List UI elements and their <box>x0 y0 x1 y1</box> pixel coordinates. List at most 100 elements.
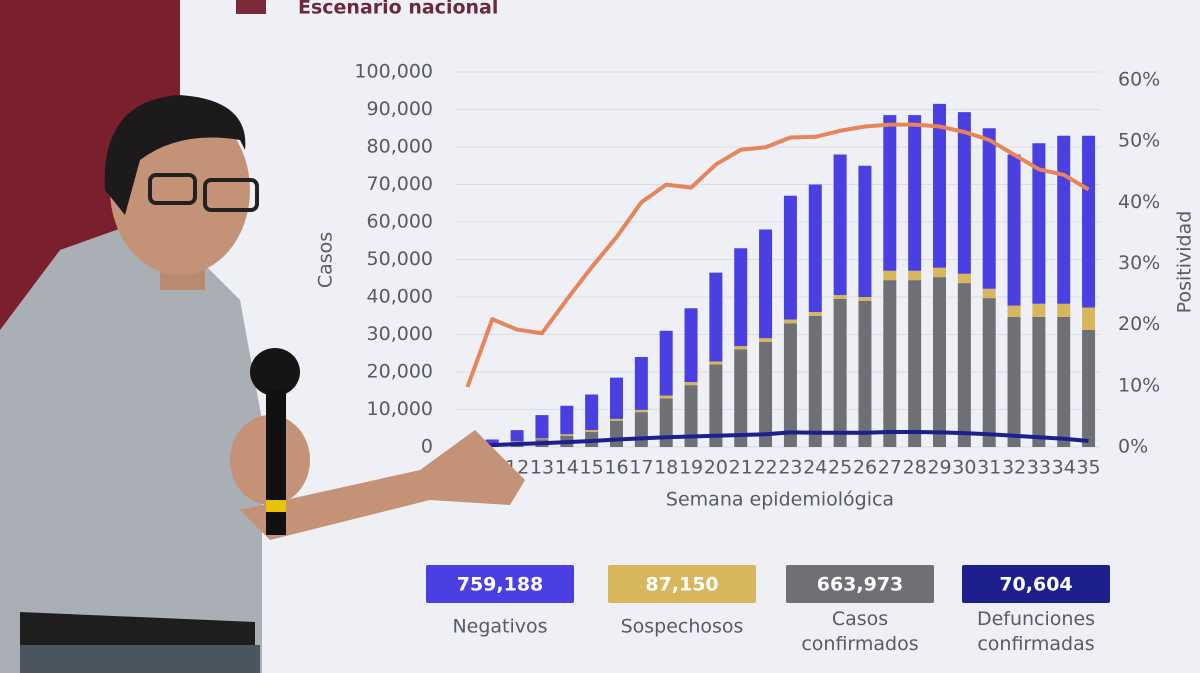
x-tick-label: 16 <box>604 457 628 479</box>
bar-segment <box>933 103 946 268</box>
x-tick-label: 23 <box>778 457 802 479</box>
summary: 759,188 Negativos 87,150 Sospechosos 663,973… <box>426 565 1110 655</box>
microphone-handle <box>266 390 286 535</box>
bar-segment <box>1057 303 1071 317</box>
bar-segment <box>1007 316 1021 447</box>
bar-segment <box>833 154 847 296</box>
bar-segment <box>659 330 673 396</box>
bar-segment <box>1057 316 1071 447</box>
bar-segment <box>808 315 822 447</box>
bar-segment <box>560 434 574 436</box>
bar-segment <box>1007 305 1021 317</box>
y2-tick-label: 0% <box>1118 436 1148 458</box>
x-tick-label: 18 <box>654 457 678 479</box>
summary-value: 663,973 <box>817 574 904 596</box>
y-tick-label: 20,000 <box>367 361 433 383</box>
bar-segment <box>734 248 748 347</box>
shirt <box>0 225 262 673</box>
x-tick-label: 31 <box>977 457 1001 479</box>
y-tick-label: 0 <box>421 436 433 458</box>
x-tick-label: 35 <box>1076 457 1100 479</box>
bar-segment <box>634 357 648 410</box>
y-tick-label: 40,000 <box>367 286 433 308</box>
x-tick-label: 25 <box>828 457 852 479</box>
bar-segment <box>709 272 723 362</box>
trousers <box>20 645 260 673</box>
bar-segment <box>684 382 698 386</box>
bar-segment <box>1057 135 1071 304</box>
y2-axis-label: Positividad <box>1174 211 1196 314</box>
line <box>465 122 1090 388</box>
bar-segment <box>957 273 971 284</box>
y-axis-label: Casos <box>315 232 337 288</box>
bar-segment <box>957 112 971 274</box>
bar-segment <box>535 438 549 440</box>
x-tick-label: 21 <box>729 457 753 479</box>
bar-segment <box>908 270 922 281</box>
y-tick-label: 80,000 <box>367 136 433 158</box>
bar-segment <box>485 439 499 444</box>
caption-line: confirmados <box>801 633 918 655</box>
summary-value: 759,188 <box>457 574 544 596</box>
bar-segment <box>610 420 623 447</box>
bar-segment <box>709 361 723 365</box>
title-marker <box>236 0 266 14</box>
bar-segment <box>1032 316 1046 447</box>
bar-segment <box>933 277 946 447</box>
bar-segment <box>759 229 773 339</box>
bar-segment <box>759 338 773 342</box>
bar-segment <box>908 280 922 447</box>
x-tick-label: 24 <box>803 457 827 479</box>
caption-line: Defunciones <box>977 608 1095 630</box>
x-tick-label: 19 <box>679 457 703 479</box>
bar-segment <box>933 267 946 278</box>
bar-segment <box>560 405 574 435</box>
x-tick-label: 26 <box>853 457 877 479</box>
x-tick-label: 17 <box>629 457 653 479</box>
summary-box <box>786 565 934 603</box>
summary-value: 87,150 <box>645 574 718 596</box>
x-tick-label: 27 <box>878 457 902 479</box>
bar-segment <box>1082 307 1096 330</box>
bar-segment <box>659 398 673 447</box>
bar-segment <box>858 297 872 301</box>
bar-segment <box>783 195 797 320</box>
plot: 0 10,000 20,000 30,000 40,000 50,000 60,000 70,… <box>354 61 1160 479</box>
bar-segment <box>858 300 872 447</box>
bar-segment <box>982 288 996 299</box>
bar-segment <box>883 280 897 447</box>
bar-segment <box>883 115 897 271</box>
bar-segment <box>908 115 922 271</box>
bar-segment <box>535 415 549 439</box>
bar-segment <box>883 270 897 281</box>
x-tick-label: 28 <box>903 457 927 479</box>
caption-line: Casos <box>832 608 888 630</box>
presenter <box>0 95 525 673</box>
x-tick-label: 14 <box>555 457 579 479</box>
x-tick-label: 30 <box>952 457 976 479</box>
hair <box>104 95 246 215</box>
chart-title: Escenario nacional <box>298 0 498 19</box>
bar-segment <box>659 395 673 399</box>
y-tick-label: 70,000 <box>367 173 433 195</box>
y2-tick-label: 30% <box>1118 252 1160 274</box>
summary-caption: Defunciones confirmadas <box>977 608 1095 655</box>
summary-box <box>608 565 756 603</box>
summary-box <box>962 565 1110 603</box>
bar-segment <box>709 364 723 447</box>
y-tick-label: 30,000 <box>367 323 433 345</box>
y-tick-label: 50,000 <box>367 248 433 270</box>
x-tick-label: 20 <box>704 457 728 479</box>
bar-segment <box>610 377 623 419</box>
x-axis-label: Semana epidemiológica <box>666 489 894 511</box>
bar-segment <box>510 430 524 442</box>
summary-caption: Casos confirmados <box>801 608 918 655</box>
bar-segment <box>833 295 847 299</box>
bar-segment <box>1082 135 1096 308</box>
x-tick-label: 13 <box>530 457 554 479</box>
bar-segment <box>858 165 872 297</box>
bar-segment <box>1007 154 1021 306</box>
bar-segment <box>734 346 748 350</box>
y2-tick-label: 20% <box>1118 313 1160 335</box>
